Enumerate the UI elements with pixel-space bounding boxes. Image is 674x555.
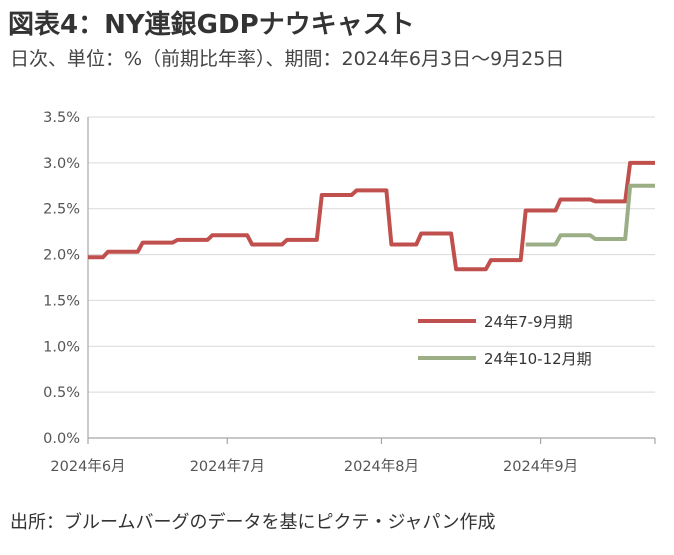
x-tick-label: 2024年6月 (50, 458, 125, 475)
y-tick-label: 0.0% (43, 431, 80, 447)
y-tick-label: 2.0% (43, 248, 80, 264)
legend-label: 24年7-9月期 (484, 313, 573, 331)
series-line-1 (88, 160, 655, 272)
y-tick-label: 1.0% (43, 339, 80, 355)
y-tick-label: 1.5% (43, 293, 80, 309)
x-tick-label: 2024年9月 (503, 458, 578, 475)
chart-svg: 0.0% 0.5% 1.0% 1.5% 2.0% 2.5% 3.0% 3.5% 2024年6月 2… (43, 110, 656, 475)
line-chart: 0.0% 0.5% 1.0% 1.5% 2.0% 2.5% 3.0% 3.5% 2024年6月 2… (0, 90, 674, 490)
legend-label: 24年10-12月期 (484, 350, 592, 368)
source-note: 出所：ブルームバーグのデータを基にピクテ・ジャパン作成 (10, 512, 496, 533)
chart-title: 図表4：NY連銀GDPナウキャスト (8, 10, 415, 40)
series-line-2 (525, 183, 655, 247)
x-tick-label: 2024年7月 (190, 458, 265, 475)
x-tick-label: 2024年8月 (344, 458, 419, 475)
y-tick-label: 3.0% (43, 156, 80, 172)
y-tick-label: 2.5% (43, 202, 80, 218)
chart-subtitle: 日次、単位：%（前期比年率）、期間：2024年6月3日～9月25日 (10, 48, 565, 70)
y-tick-label: 3.5% (43, 110, 80, 126)
y-tick-label: 0.5% (43, 385, 80, 401)
